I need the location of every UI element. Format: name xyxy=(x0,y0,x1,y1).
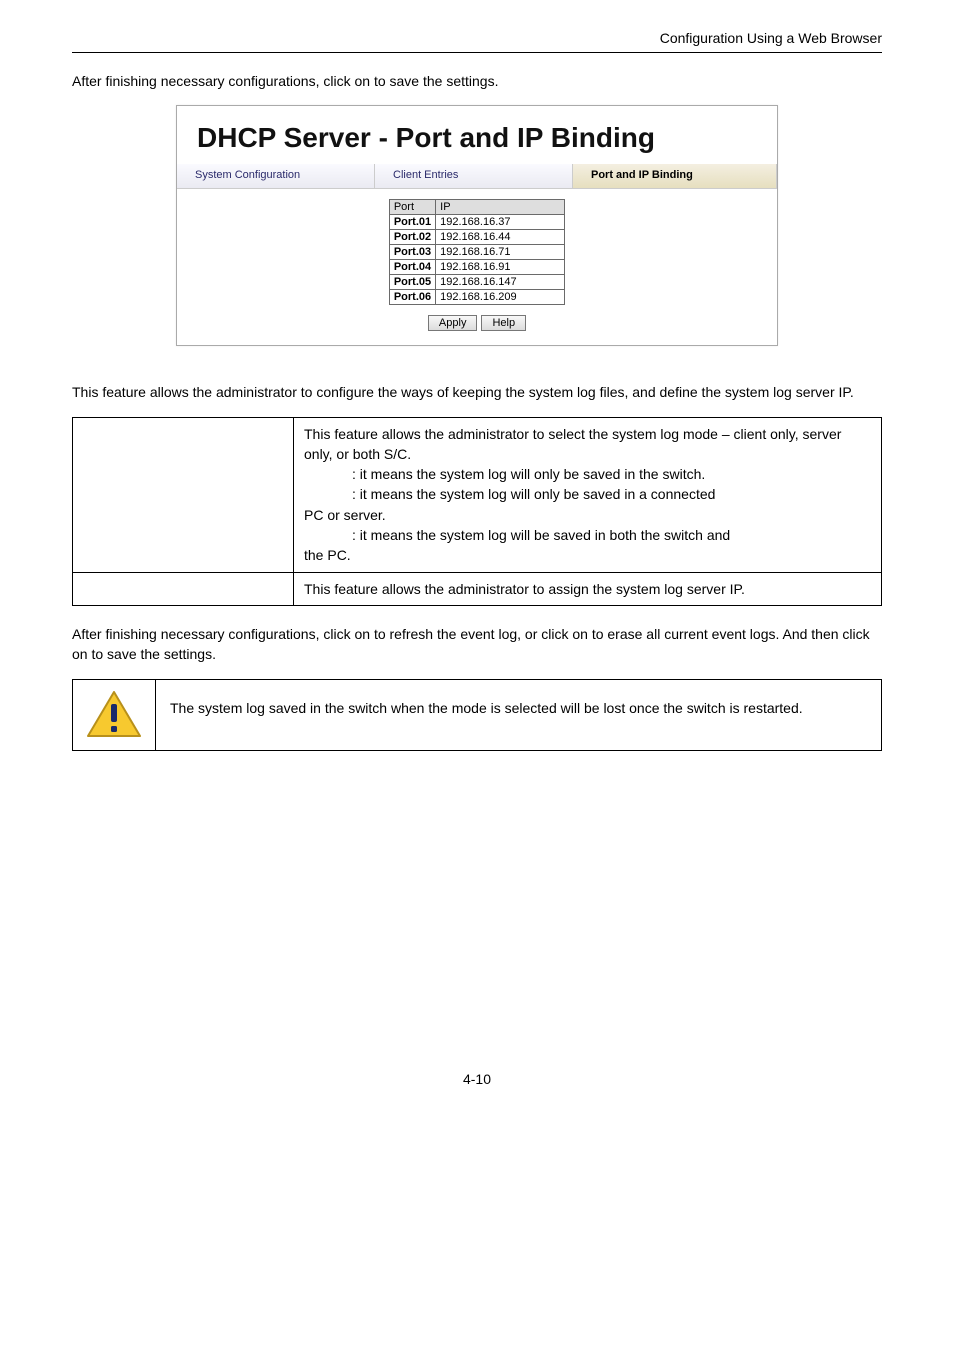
tab-bar: System Configuration Client Entries Port… xyxy=(177,164,777,189)
table-row: Port.01 xyxy=(389,215,564,230)
warning-icon xyxy=(86,690,142,740)
port-label: Port.02 xyxy=(389,230,435,245)
button-row: Apply Help xyxy=(187,315,767,331)
p3b: to refresh the event log, or click on xyxy=(374,626,592,642)
screenshot-wrap: DHCP Server - Port and IP Binding System… xyxy=(72,105,882,346)
note-text: The system log saved in the switch when … xyxy=(156,680,817,750)
ip-input[interactable] xyxy=(440,216,560,228)
table-row: Port.05 xyxy=(389,275,564,290)
intro-1a: After finishing necessary configurations… xyxy=(72,73,374,89)
table-row: Port.04 xyxy=(389,260,564,275)
port-label: Port.06 xyxy=(389,290,435,305)
tab-client-entries[interactable]: Client Entries xyxy=(375,164,573,188)
port-label: Port.04 xyxy=(389,260,435,275)
p3d: to save the settings. xyxy=(91,646,216,662)
feature-intro: This feature allows the administrator to… xyxy=(72,382,882,402)
intro-paragraph-1: After finishing necessary configurations… xyxy=(72,71,882,91)
port-label: Port.03 xyxy=(389,245,435,260)
ip-input[interactable] xyxy=(440,276,560,288)
port-label: Port.01 xyxy=(389,215,435,230)
header-rule xyxy=(72,52,882,53)
feature-row: This feature allows the administrator to… xyxy=(73,417,882,572)
port-ip-table: Port IP Port.01 Port.02 Port.03 xyxy=(389,199,565,305)
ip-cell xyxy=(436,230,565,245)
feature-desc: This feature allows the administrator to… xyxy=(294,417,882,572)
note-box: The system log saved in the switch when … xyxy=(72,679,882,751)
ip-cell xyxy=(436,275,565,290)
table-row: Port.03 xyxy=(389,245,564,260)
th-port: Port xyxy=(389,200,435,215)
screenshot-body: Port IP Port.01 Port.02 Port.03 xyxy=(177,189,777,345)
feature-table: This feature allows the administrator to… xyxy=(72,417,882,606)
port-label: Port.05 xyxy=(389,275,435,290)
refresh-paragraph: After finishing necessary configurations… xyxy=(72,624,882,665)
feature-left xyxy=(73,417,294,572)
feature-desc: This feature allows the administrator to… xyxy=(294,572,882,605)
ip-cell xyxy=(436,215,565,230)
ip-cell xyxy=(436,245,565,260)
feature-row: This feature allows the administrator to… xyxy=(73,572,882,605)
screenshot-title: DHCP Server - Port and IP Binding xyxy=(177,106,777,164)
page-number: 4-10 xyxy=(72,1071,882,1087)
header-right: Configuration Using a Web Browser xyxy=(72,30,882,52)
tab-system-configuration[interactable]: System Configuration xyxy=(177,164,375,188)
warning-icon-cell xyxy=(73,680,156,750)
ip-cell xyxy=(436,290,565,305)
ip-input[interactable] xyxy=(440,291,560,303)
ip-input[interactable] xyxy=(440,231,560,243)
p3a: After finishing necessary configurations… xyxy=(72,626,374,642)
ip-cell xyxy=(436,260,565,275)
feature-left xyxy=(73,572,294,605)
table-row: Port.06 xyxy=(389,290,564,305)
apply-button[interactable]: Apply xyxy=(428,315,478,331)
ip-input[interactable] xyxy=(440,246,560,258)
table-row: Port.02 xyxy=(389,230,564,245)
help-button[interactable]: Help xyxy=(481,315,526,331)
note-b: mode is selected will be lost once the s… xyxy=(452,700,803,716)
screenshot: DHCP Server - Port and IP Binding System… xyxy=(176,105,778,346)
note-a: The system log saved in the switch when … xyxy=(170,700,452,716)
ip-input[interactable] xyxy=(440,261,560,273)
intro-1b: to save the settings. xyxy=(374,73,499,89)
tab-port-ip-binding[interactable]: Port and IP Binding xyxy=(573,164,777,188)
th-ip: IP xyxy=(436,200,565,215)
